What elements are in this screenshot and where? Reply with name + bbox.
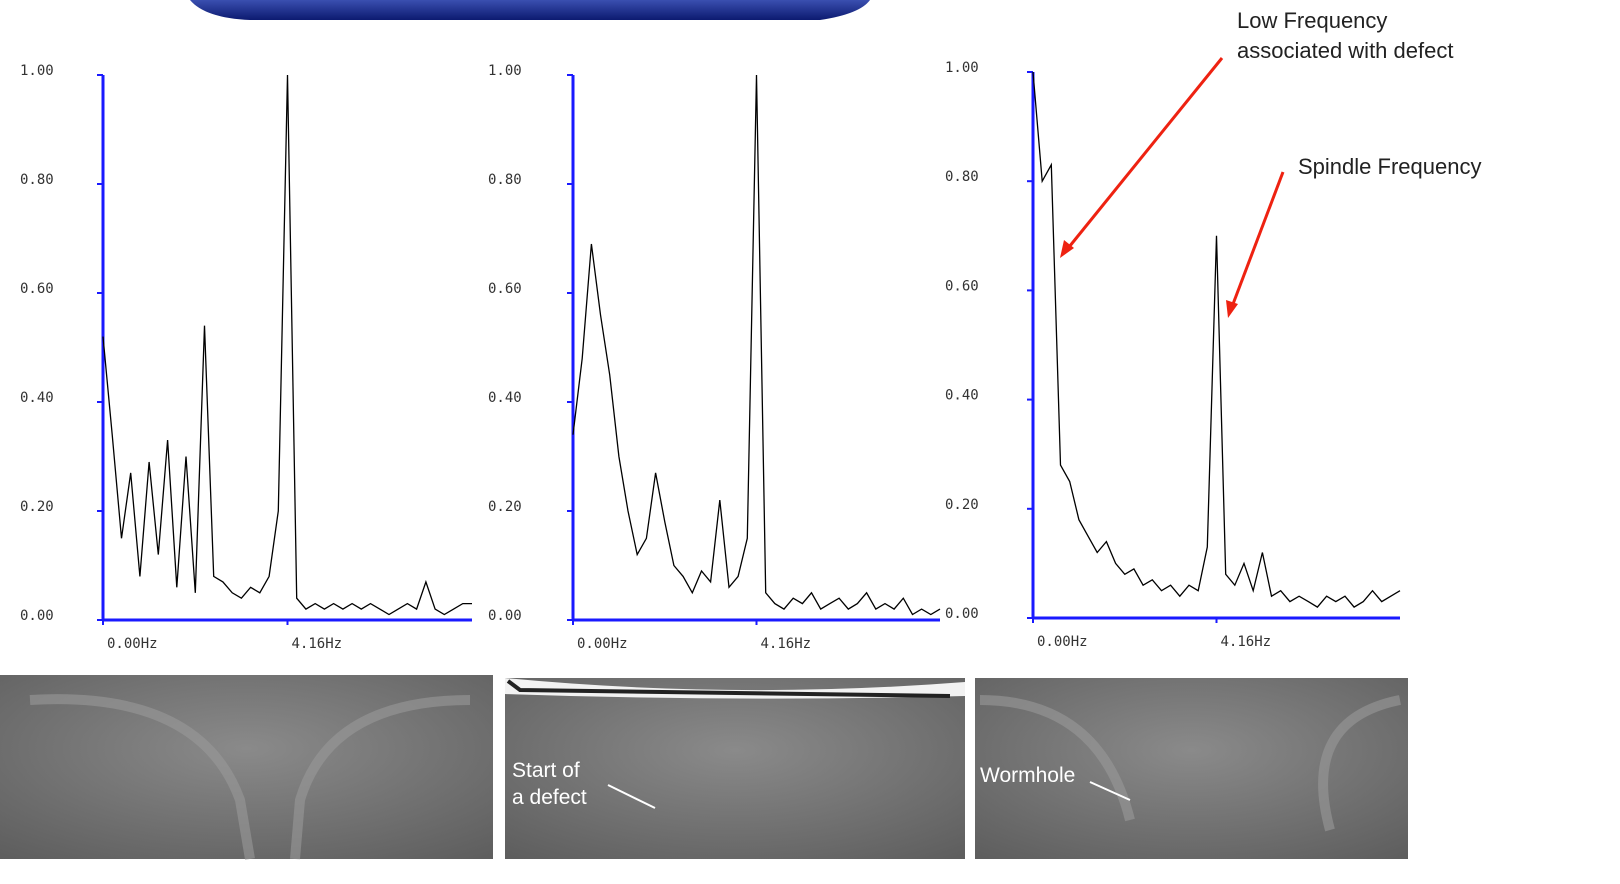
y-tick-label: 0.80 [20, 172, 54, 188]
x-tick-label: 4.16Hz [292, 636, 343, 652]
micrograph-label: a defect [512, 786, 587, 809]
y-tick-label: 0.20 [945, 497, 979, 513]
y-tick-label: 0.40 [945, 388, 979, 404]
annotation: associated with defect [1237, 38, 1453, 63]
micrograph-label: Start of [512, 759, 580, 782]
micrograph-label: Wormhole [980, 764, 1075, 787]
y-tick-label: 0.60 [945, 278, 979, 294]
micrograph [505, 678, 965, 859]
y-tick-label: 0.40 [488, 390, 522, 406]
arrowhead [1060, 240, 1074, 258]
y-tick-label: 1.00 [20, 63, 54, 79]
arrow [607, 784, 656, 809]
weld-pattern [29, 694, 471, 860]
arrow [1063, 57, 1224, 253]
annotation: Spindle Frequency [1298, 154, 1481, 179]
arrowhead [1226, 300, 1238, 318]
x-tick-label: 0.00Hz [107, 636, 158, 652]
y-tick-label: 0.60 [20, 281, 54, 297]
x-tick-label: 4.16Hz [1221, 634, 1272, 650]
spectrum-line [102, 74, 472, 616]
x-tick-label: 4.16Hz [761, 636, 812, 652]
surface-edge [506, 679, 951, 698]
weld-pattern [979, 695, 1401, 832]
banner [190, 0, 870, 20]
annotation: Low Frequency [1237, 8, 1387, 33]
y-tick-label: 1.00 [488, 63, 522, 79]
y-tick-label: 0.60 [488, 281, 522, 297]
y-tick-label: 0.20 [20, 499, 54, 515]
y-tick-label: 0.80 [945, 169, 979, 185]
y-tick-label: 1.00 [945, 60, 979, 76]
y-tick-label: 0.00 [488, 608, 522, 624]
arrow [1089, 781, 1131, 801]
y-tick-label: 0.20 [488, 499, 522, 515]
x-tick-label: 0.00Hz [1037, 634, 1088, 650]
y-tick-label: 0.40 [20, 390, 54, 406]
y-tick-label: 0.00 [20, 608, 54, 624]
arrow [1228, 171, 1285, 313]
y-tick-label: 0.80 [488, 172, 522, 188]
y-tick-label: 0.00 [945, 606, 979, 622]
micrographs [0, 675, 1408, 860]
spectrum-line [572, 74, 941, 616]
annotation-arrows [1060, 57, 1285, 318]
spectrum-line [1032, 71, 1401, 608]
x-tick-label: 0.00Hz [577, 636, 628, 652]
